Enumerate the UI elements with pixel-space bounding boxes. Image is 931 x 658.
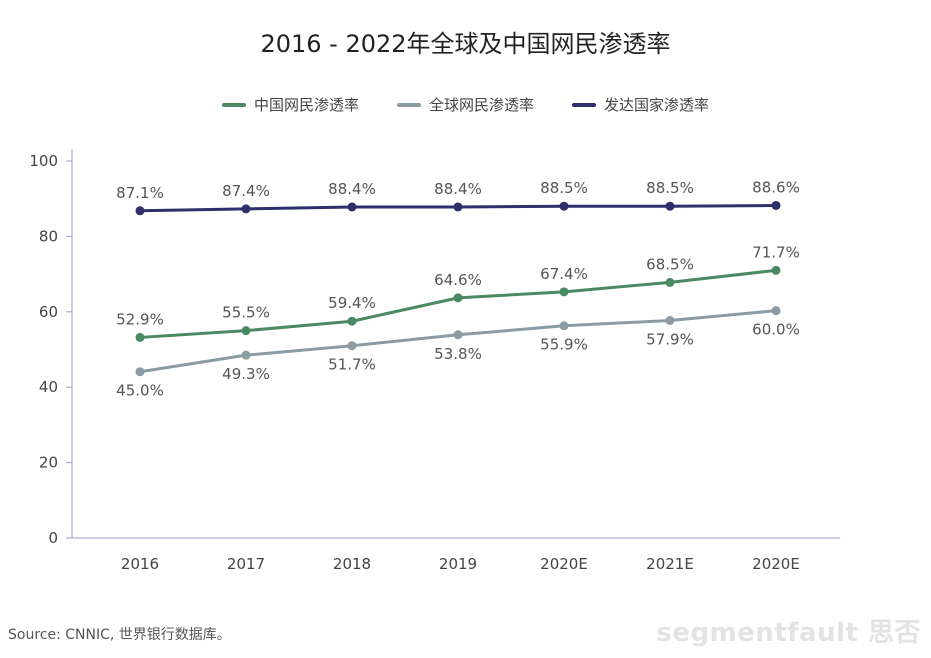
data-point (135, 367, 145, 377)
data-point (665, 315, 675, 325)
data-point (665, 277, 675, 287)
chart-title: 2016 - 2022年全球及中国网民渗透率 (260, 30, 671, 58)
y-tick-label: 0 (48, 529, 58, 547)
data-label: 59.4% (328, 294, 376, 312)
x-tick-label: 2018 (333, 555, 371, 573)
source-note: Source: CNNIC, 世界银行数据库。 (8, 627, 231, 643)
data-point (347, 341, 357, 351)
legend-item-china: 中国网民渗透率 (221, 94, 359, 115)
data-label: 67.4% (540, 265, 588, 283)
data-point (241, 204, 251, 214)
y-tick-label: 100 (29, 152, 58, 170)
data-label: 53.8% (434, 345, 482, 363)
x-tick-label: 2020E (752, 555, 800, 573)
legend-label-global: 全球网民渗透率 (428, 96, 534, 114)
data-label: 64.6% (434, 271, 482, 289)
data-point (347, 316, 357, 326)
legend-swatch-global (396, 102, 421, 107)
watermark-logo: segmentfault 思否 (656, 618, 921, 648)
y-tick-label: 60 (39, 303, 58, 321)
data-point (135, 332, 145, 342)
data-label: 88.4% (328, 180, 376, 198)
data-point (135, 206, 145, 216)
data-label: 88.5% (540, 179, 588, 197)
data-point (771, 200, 781, 210)
data-point (241, 326, 251, 336)
data-point (453, 330, 463, 340)
chart-legend: 中国网民渗透率 全球网民渗透率 发达国家渗透率 (0, 94, 931, 115)
data-label: 49.3% (222, 365, 270, 383)
data-point (241, 350, 251, 360)
y-tick-label: 80 (39, 227, 58, 245)
data-label: 52.9% (116, 310, 164, 328)
x-tick-label: 2017 (227, 555, 265, 573)
data-label: 71.7% (752, 243, 800, 261)
x-tick-label: 2019 (439, 555, 477, 573)
data-label: 88.5% (646, 179, 694, 197)
data-label: 57.9% (646, 330, 694, 348)
data-point (453, 202, 463, 212)
x-tick-label: 2021E (646, 555, 694, 573)
data-point (559, 321, 569, 331)
data-label: 68.5% (646, 255, 694, 273)
legend-label-china: 中国网民渗透率 (253, 96, 359, 114)
y-tick-label: 20 (39, 454, 58, 472)
data-label: 55.5% (222, 304, 270, 322)
x-tick-label: 2020E (540, 555, 588, 573)
data-point (347, 202, 357, 212)
data-label: 51.7% (328, 356, 376, 374)
legend-swatch-china (221, 102, 246, 107)
data-label: 87.4% (222, 182, 270, 200)
data-point (559, 287, 569, 297)
data-label: 55.9% (540, 336, 588, 354)
legend-swatch-developed (572, 102, 596, 107)
legend-item-global: 全球网民渗透率 (396, 94, 534, 115)
data-label: 87.1% (116, 184, 164, 202)
data-label: 60.0% (752, 321, 800, 339)
legend-label-developed: 发达国家渗透率 (604, 96, 710, 114)
y-tick-label: 40 (39, 378, 58, 396)
data-point (665, 201, 675, 211)
data-point (559, 201, 569, 211)
data-label: 88.6% (752, 178, 800, 196)
x-tick-label: 2016 (121, 555, 159, 573)
data-label: 88.4% (434, 180, 482, 198)
data-point (453, 293, 463, 303)
data-point (771, 265, 781, 275)
legend-item-developed: 发达国家渗透率 (572, 94, 709, 115)
data-point (771, 306, 781, 316)
data-label: 45.0% (116, 382, 164, 400)
